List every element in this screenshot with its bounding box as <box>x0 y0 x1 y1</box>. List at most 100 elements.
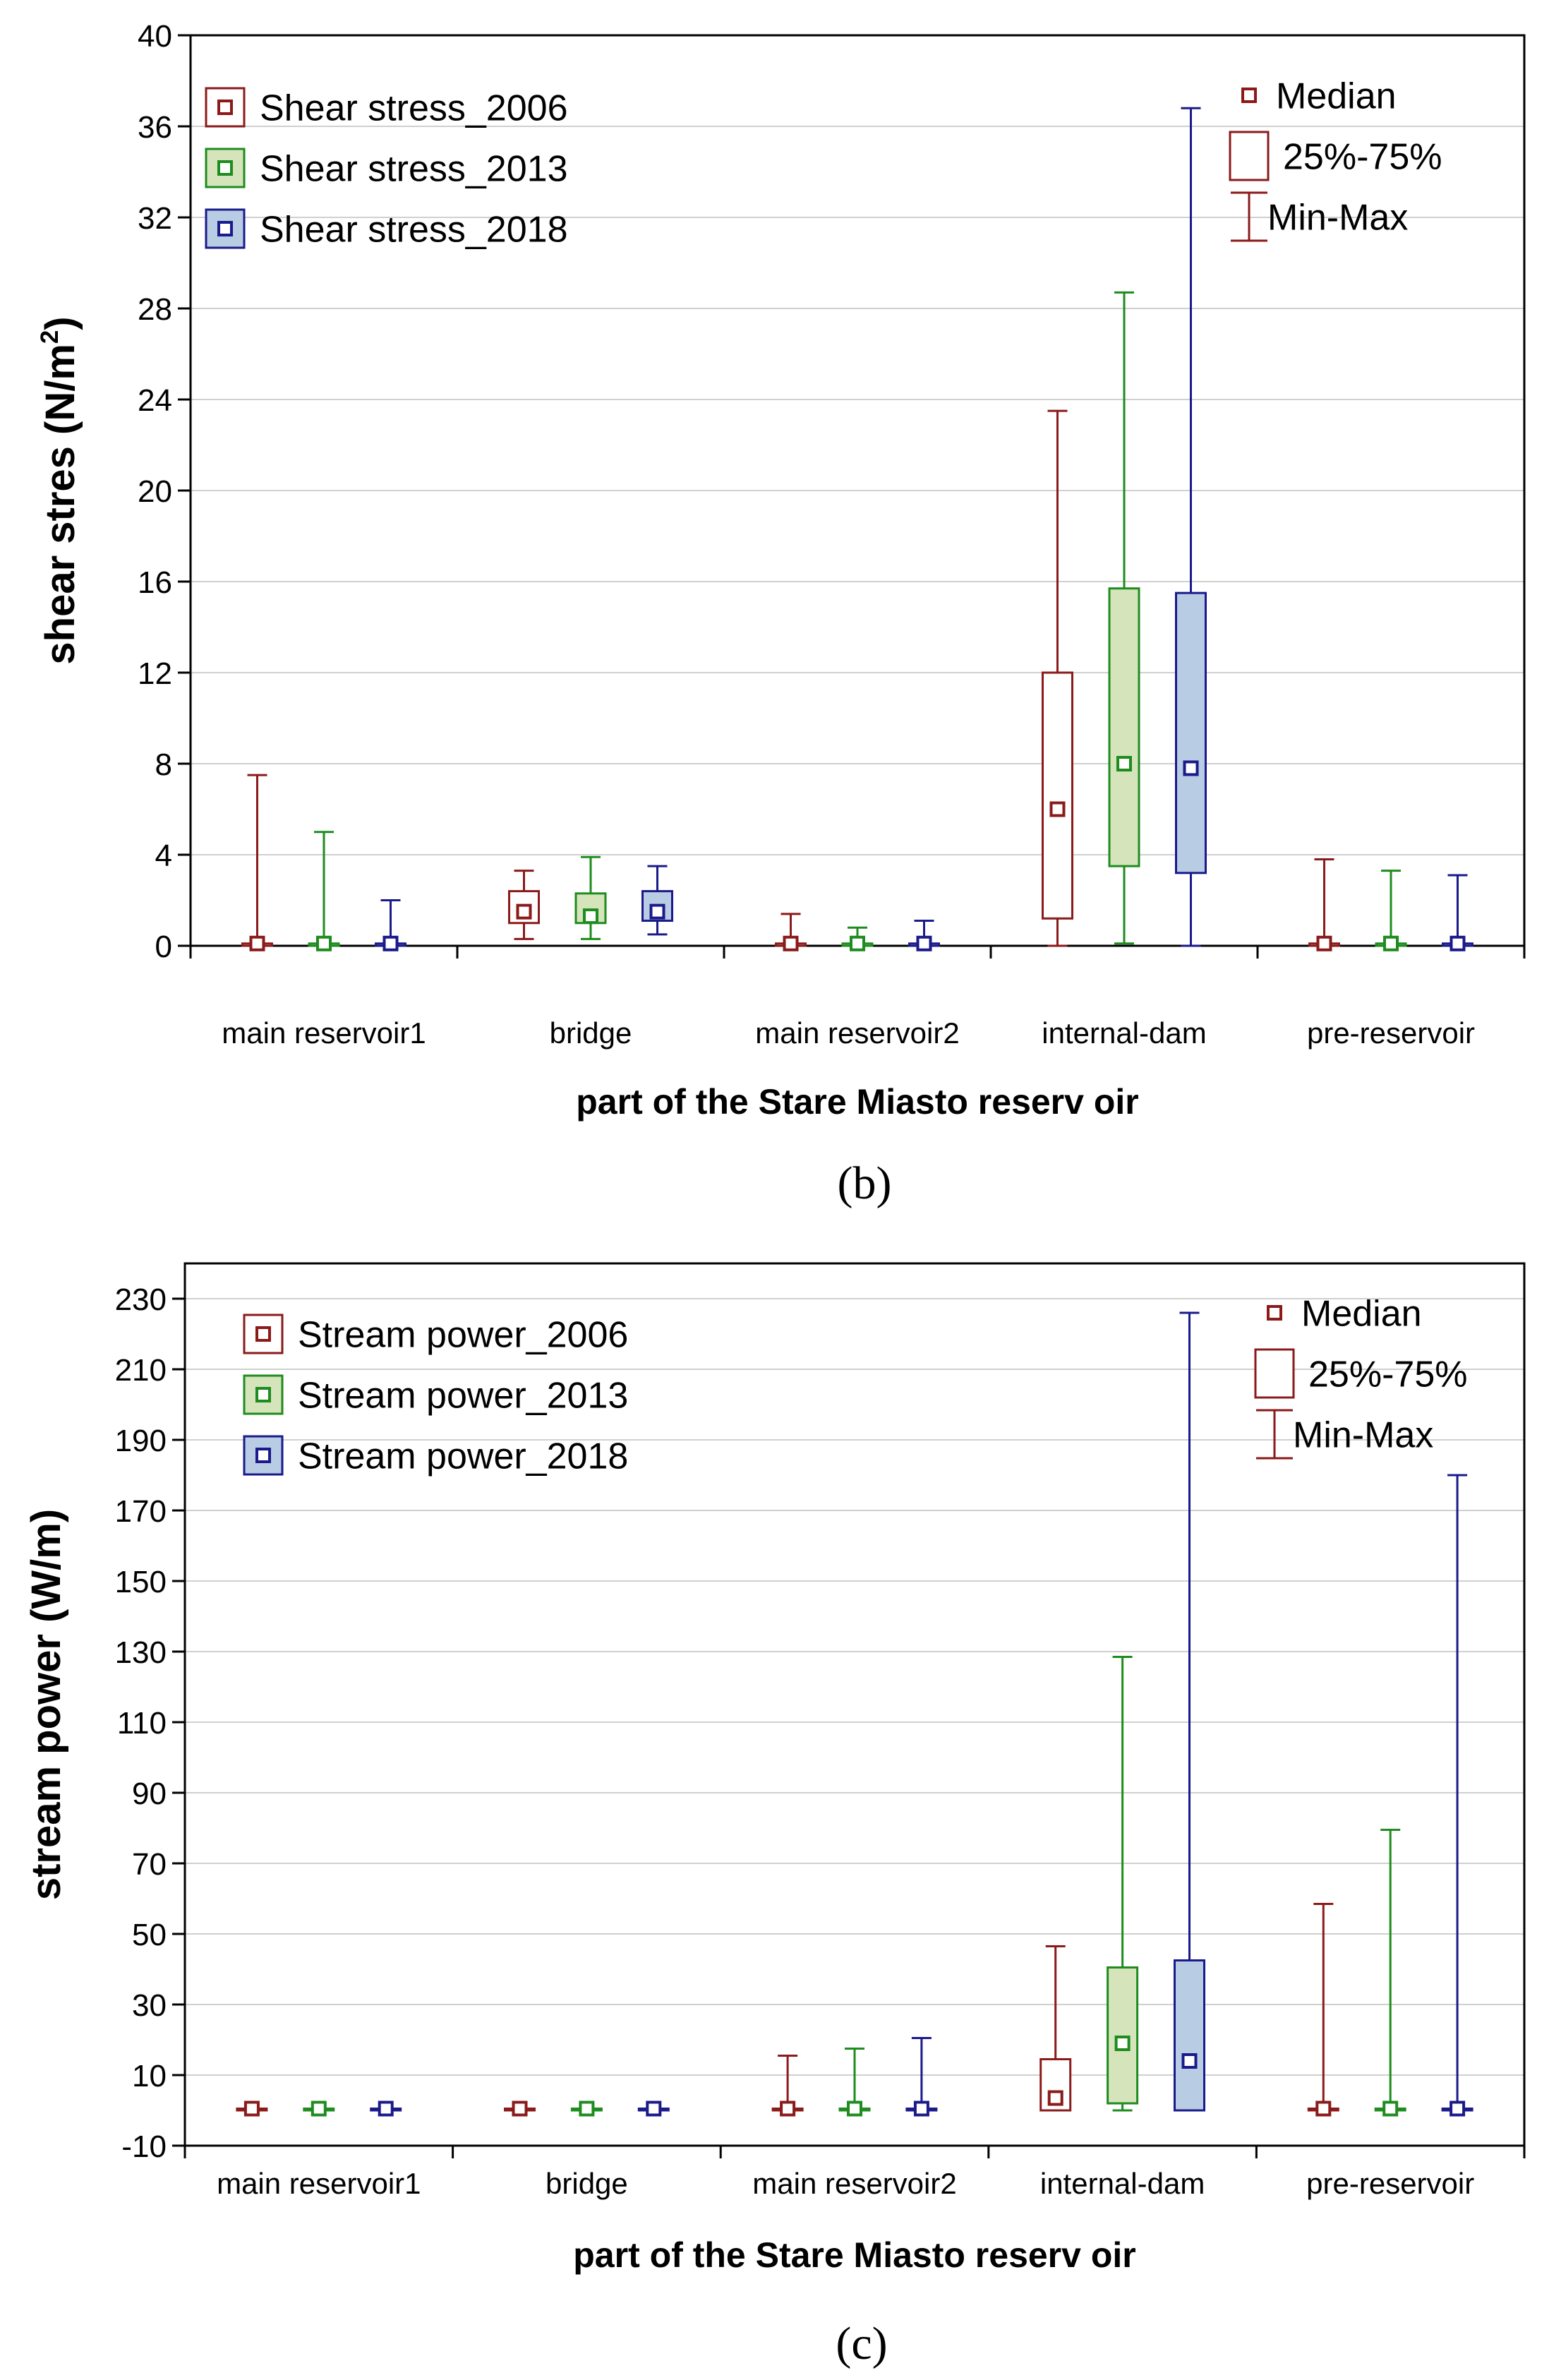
iqr-legend-box <box>1229 131 1270 181</box>
y-tick-label: 70 <box>132 1847 167 1882</box>
median-marker <box>579 2100 595 2117</box>
median-marker <box>850 935 865 951</box>
panel-label: (c) <box>836 2318 887 2369</box>
y-tick-label: 32 <box>138 201 172 236</box>
box-stream-power-2018-main-reservoir1 <box>370 2100 402 2117</box>
panel-label: (b) <box>838 1158 892 1209</box>
box-stream-power-2018-main-reservoir2 <box>905 2037 938 2117</box>
median-marker <box>583 908 598 925</box>
legend-label-shear-stress-2006: Shear stress_2006 <box>260 88 568 129</box>
legend-median-marker <box>255 1387 271 1402</box>
median-marker <box>1315 2100 1332 2117</box>
box-stream-power-2013-main-reservoir2 <box>838 2048 871 2117</box>
y-tick-label: 130 <box>115 1635 167 1670</box>
y-tick-label: 12 <box>138 656 172 691</box>
x-tick-label-internal-dam: internal-dam <box>1042 1016 1206 1050</box>
median-legend-marker <box>1241 88 1257 103</box>
y-tick-label: 0 <box>155 930 172 964</box>
median-marker <box>1382 2100 1399 2117</box>
median-marker <box>916 935 932 951</box>
legend-median-marker <box>217 100 233 115</box>
box-shear-stress-2013-pre-reservoir <box>1375 870 1407 951</box>
x-tick-label-pre-reservoir: pre-reservoir <box>1307 1016 1475 1050</box>
plot-frame <box>183 1262 1526 2147</box>
median-marker <box>1183 760 1199 776</box>
median-marker <box>783 935 799 951</box>
box-stream-power-2013-internal-dam <box>1107 1656 1139 2112</box>
iqr-box <box>1175 591 1207 875</box>
median-legend-marker <box>1267 1305 1282 1321</box>
y-tick-label: 230 <box>115 1282 167 1317</box>
box-shear-stress-2018-bridge <box>641 865 673 936</box>
style-legend-median: Median <box>1301 1294 1422 1335</box>
y-tick-label: 190 <box>115 1424 167 1458</box>
y-axis-title-superscript: 2 <box>36 330 64 344</box>
y-axis-title: stream power (W/m) <box>23 1509 69 1900</box>
median-marker <box>847 2100 862 2117</box>
y-tick-label: 40 <box>138 19 172 54</box>
box-stream-power-2013-bridge <box>570 2100 603 2117</box>
iqr-box <box>1042 671 1073 920</box>
box-shear-stress-2006-main-reservoir1 <box>241 774 273 951</box>
legend-label-shear-stress-2018: Shear stress_2018 <box>260 210 568 251</box>
x-tick-label-internal-dam: internal-dam <box>1040 2167 1205 2200</box>
y-axis-title-close: ) <box>37 316 83 330</box>
series-legend: Stream power_2006 Stream power_2013 Stream… <box>243 1314 628 1477</box>
median-marker <box>243 2100 260 2117</box>
y-tick-label: 20 <box>138 474 172 509</box>
median-marker <box>382 935 399 951</box>
box-stream-power-2013-main-reservoir1 <box>303 2100 335 2117</box>
iqr-box <box>1174 1959 1205 2112</box>
y-axis-title: shear stres (N/m2) <box>36 316 83 664</box>
x-tick-label-main-reservoir2: main reservoir2 <box>752 2167 956 2200</box>
iqr-box <box>574 892 607 925</box>
median-marker <box>1181 2053 1198 2069</box>
y-tick-label: 150 <box>115 1565 167 1599</box>
box-shear-stress-2018-internal-dam <box>1175 107 1207 947</box>
y-tick-label: 10 <box>132 2059 167 2093</box>
box-shear-stress-2013-bridge <box>574 855 607 940</box>
y-axis-title-text: stream power (W/m) <box>23 1509 69 1900</box>
box-stream-power-2013-pre-reservoir <box>1374 1829 1406 2117</box>
box-stream-power-2006-main-reservoir2 <box>771 2055 804 2117</box>
legend-label-stream-power-2013: Stream power_2013 <box>298 1376 628 1417</box>
median-marker <box>646 2100 662 2117</box>
chart-panel-c: -10 10 30 50 70 90 110 130 150 170 190 210 230 main r… <box>23 1262 1526 2369</box>
median-marker <box>1116 756 1132 771</box>
median-marker <box>1450 935 1466 951</box>
style-legend-iqr: 25%-75% <box>1283 137 1442 178</box>
box-stream-power-2006-internal-dam <box>1039 1945 1072 2112</box>
style-legend-iqr: 25%-75% <box>1308 1354 1467 1395</box>
x-tick-label-bridge: bridge <box>546 2167 628 2200</box>
box-shear-stress-2018-main-reservoir1 <box>375 899 406 951</box>
median-marker <box>512 2100 528 2117</box>
median-marker <box>311 2100 327 2117</box>
y-tick-label: 24 <box>138 383 172 418</box>
x-tick-label-pre-reservoir: pre-reservoir <box>1306 2167 1474 2200</box>
x-tick-label-bridge: bridge <box>550 1016 632 1050</box>
box-stream-power-2006-main-reservoir1 <box>236 2100 268 2117</box>
legend-median-marker <box>255 1326 271 1342</box>
legend-swatch-shear-stress-2006 <box>205 87 246 128</box>
legend-label-stream-power-2018: Stream power_2018 <box>298 1436 628 1477</box>
style-legend-median: Median <box>1276 76 1397 117</box>
style-legend-minmax: Min-Max <box>1293 1415 1433 1456</box>
median-marker <box>1383 935 1399 951</box>
box-shear-stress-2006-main-reservoir2 <box>775 913 807 951</box>
style-legend: Median 25%-75% Min-Max <box>1229 76 1442 242</box>
median-marker <box>1049 801 1066 817</box>
legend-label-shear-stress-2013: Shear stress_2013 <box>260 149 568 190</box>
y-tick-label: 36 <box>138 110 172 145</box>
box-shear-stress-2013-main-reservoir1 <box>308 831 340 951</box>
median-marker <box>913 2100 929 2117</box>
box-shear-stress-2006-bridge <box>508 870 540 940</box>
y-axis-title-text: shear stres (N/m <box>37 344 83 665</box>
y-tick-label: 4 <box>155 839 172 873</box>
box-shear-stress-2013-main-reservoir2 <box>841 926 874 951</box>
median-marker <box>378 2100 394 2117</box>
series-legend: Shear stress_2006 Shear stress_2013 Shear … <box>205 87 568 251</box>
box-shear-stress-2018-pre-reservoir <box>1442 874 1473 951</box>
median-marker <box>316 935 332 951</box>
x-tick-label-main-reservoir2: main reservoir2 <box>755 1016 959 1050</box>
